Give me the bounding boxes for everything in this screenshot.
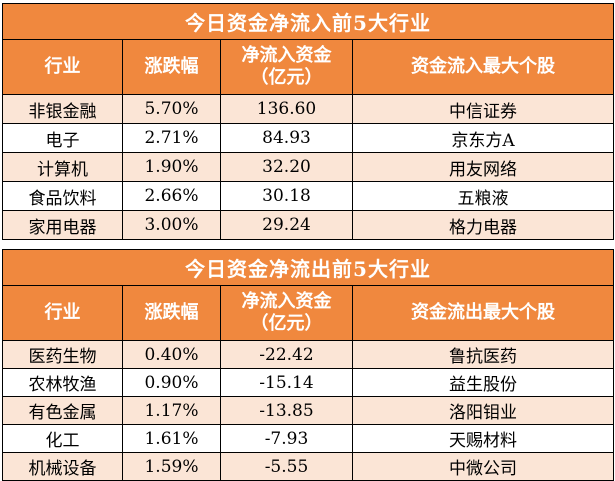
inflow-header-row: 行业 涨跌幅 净流入资金 （亿元） 资金流入最大个股	[2, 39, 615, 95]
cell-change: 1.90%	[122, 152, 221, 182]
outflow-table: 今日资金净流出前5大行业 行业 涨跌幅 净流入资金 （亿元） 资金流出最大个股 医…	[1, 249, 615, 481]
cell-net-flow: 29.24	[220, 210, 353, 240]
cell-industry: 机械设备	[2, 452, 123, 481]
col-header-top-stock: 资金流入最大个股	[351, 39, 615, 95]
cell-change: 0.40%	[122, 340, 221, 369]
outflow-header-row: 行业 涨跌幅 净流入资金 （亿元） 资金流出最大个股	[2, 285, 615, 341]
col-header-net-flow-line2: （亿元）	[250, 313, 323, 334]
cell-top-stock: 用友网络	[351, 152, 615, 182]
cell-top-stock: 中微公司	[351, 452, 615, 481]
table-row: 机械设备 1.59% -5.55 中微公司	[2, 452, 615, 481]
col-header-change: 涨跌幅	[122, 39, 221, 95]
table-row: 电子 2.71% 84.93 京东方A	[2, 123, 615, 153]
table-row: 医药生物 0.40% -22.42 鲁抗医药	[2, 340, 615, 369]
cell-change: 1.59%	[122, 452, 221, 481]
table-row: 化工 1.61% -7.93 天赐材料	[2, 424, 615, 453]
cell-net-flow: -13.85	[220, 396, 353, 425]
cell-net-flow: -15.14	[220, 368, 353, 397]
col-header-industry: 行业	[2, 285, 123, 341]
cell-change: 2.71%	[122, 123, 221, 153]
cell-change: 2.66%	[122, 181, 221, 211]
cell-top-stock: 京东方A	[351, 123, 615, 153]
cell-top-stock: 洛阳钼业	[351, 396, 615, 425]
inflow-table: 今日资金净流入前5大行业 行业 涨跌幅 净流入资金 （亿元） 资金流入最大个股 非…	[1, 3, 615, 240]
cell-change: 0.90%	[122, 368, 221, 397]
cell-industry: 非银金融	[2, 94, 123, 124]
table-row: 农林牧渔 0.90% -15.14 益生股份	[2, 368, 615, 397]
col-header-net-flow-line1: 净流入资金	[241, 44, 332, 66]
cell-industry: 电子	[2, 123, 123, 153]
col-header-industry: 行业	[2, 39, 123, 95]
cell-net-flow: 32.20	[220, 152, 353, 182]
col-header-change: 涨跌幅	[122, 285, 221, 341]
table-row: 家用电器 3.00% 29.24 格力电器	[2, 210, 615, 240]
cell-change: 3.00%	[122, 210, 221, 240]
cell-top-stock: 五粮液	[351, 181, 615, 211]
col-header-net-flow-line2: （亿元）	[250, 67, 323, 88]
cell-top-stock: 益生股份	[351, 368, 615, 397]
cell-top-stock: 天赐材料	[351, 424, 615, 453]
cell-industry: 医药生物	[2, 340, 123, 369]
cell-net-flow: 84.93	[220, 123, 353, 153]
cell-top-stock: 格力电器	[351, 210, 615, 240]
cell-change: 1.61%	[122, 424, 221, 453]
col-header-net-flow-line1: 净流入资金	[241, 290, 332, 312]
cell-industry: 计算机	[2, 152, 123, 182]
cell-change: 1.17%	[122, 396, 221, 425]
cell-industry: 农林牧渔	[2, 368, 123, 397]
cell-industry: 有色金属	[2, 396, 123, 425]
inflow-table-title: 今日资金净流入前5大行业	[1, 3, 615, 40]
cell-industry: 食品饮料	[2, 181, 123, 211]
inflow-title-row: 今日资金净流入前5大行业	[1, 3, 615, 40]
cell-top-stock: 中信证券	[351, 94, 615, 124]
cell-industry: 家用电器	[2, 210, 123, 240]
cell-top-stock: 鲁抗医药	[351, 340, 615, 369]
cell-net-flow: -7.93	[220, 424, 353, 453]
col-header-top-stock: 资金流出最大个股	[351, 285, 615, 341]
col-header-net-flow: 净流入资金 （亿元）	[220, 285, 353, 341]
table-row: 非银金融 5.70% 136.60 中信证券	[2, 94, 615, 124]
table-row: 有色金属 1.17% -13.85 洛阳钼业	[2, 396, 615, 425]
cell-change: 5.70%	[122, 94, 221, 124]
cell-industry: 化工	[2, 424, 123, 453]
outflow-title-row: 今日资金净流出前5大行业	[1, 249, 615, 286]
col-header-net-flow: 净流入资金 （亿元）	[220, 39, 353, 95]
outflow-table-title: 今日资金净流出前5大行业	[1, 249, 615, 286]
cell-net-flow: -22.42	[220, 340, 353, 369]
cell-net-flow: -5.55	[220, 452, 353, 481]
cell-net-flow: 30.18	[220, 181, 353, 211]
table-row: 食品饮料 2.66% 30.18 五粮液	[2, 181, 615, 211]
cell-net-flow: 136.60	[220, 94, 353, 124]
table-row: 计算机 1.90% 32.20 用友网络	[2, 152, 615, 182]
